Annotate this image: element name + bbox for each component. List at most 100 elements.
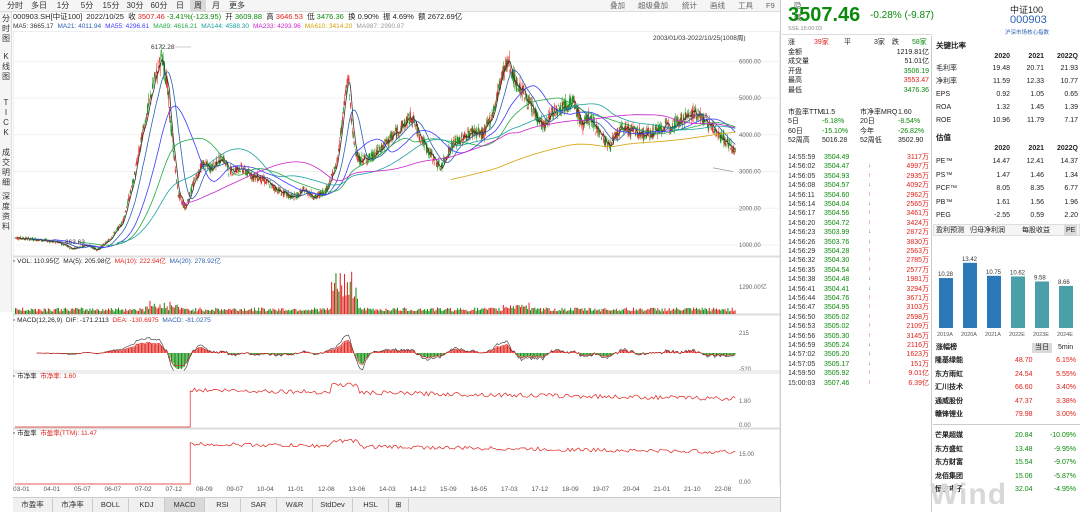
indicator-tab-3[interactable]: KDJ <box>129 498 165 512</box>
side-tab-char[interactable]: 明 <box>2 168 10 177</box>
period-tab-10[interactable]: 更多 <box>229 1 245 10</box>
macd-bar <box>316 353 318 354</box>
side-tab-char[interactable]: 交 <box>2 158 10 167</box>
forecast-tab-3[interactable]: PE <box>1064 225 1078 236</box>
volume-bar <box>162 308 164 314</box>
side-tab-char[interactable]: 时 <box>2 24 10 33</box>
period-tab-2[interactable]: 1分 <box>56 1 70 10</box>
macd-bar <box>228 353 230 355</box>
side-tab-char[interactable]: 深 <box>2 192 10 201</box>
macd-bar <box>435 353 437 356</box>
period-tab-6[interactable]: 60分 <box>150 1 168 10</box>
candle-body <box>493 106 494 114</box>
toolbar-item-6[interactable]: 隐藏 <box>794 1 802 22</box>
macd-bar <box>362 353 364 365</box>
index-code[interactable]: 000903 <box>1010 14 1047 26</box>
volume-bar <box>469 311 471 314</box>
indicator-tab-8[interactable]: StdDev <box>313 498 353 512</box>
forecast-tab-1[interactable]: 归母净利润 <box>970 227 1005 234</box>
side-tab-char[interactable]: 成 <box>2 148 10 157</box>
candle-body <box>674 118 675 130</box>
macd-bar <box>269 353 271 355</box>
macd-bar <box>276 353 278 355</box>
toolbar-item-3[interactable]: 画线 <box>710 1 725 10</box>
period-tab-0[interactable]: 分时 <box>7 1 23 10</box>
period-tab-3[interactable]: 5分 <box>80 1 94 10</box>
candle-body <box>700 116 702 118</box>
side-tab-char[interactable]: 图 <box>2 34 10 43</box>
rank-row[interactable]: 东方财富 15.54 -9.07% <box>935 459 1076 466</box>
x-axis-label: 21-10 <box>684 486 701 493</box>
macd-bar <box>521 353 523 359</box>
rank-tab-5min[interactable]: 5min <box>1058 344 1074 351</box>
side-tab-char[interactable]: C <box>3 118 9 127</box>
rank-row[interactable]: 东方雨虹 24.54 5.55% <box>935 370 1076 378</box>
side-tab-char[interactable]: K <box>3 128 9 137</box>
rank-row[interactable]: 通威股份 47.37 3.38% <box>935 397 1076 405</box>
rank-row[interactable]: 龙佰集团 15.06 -5.87% <box>935 472 1076 480</box>
macd-bar <box>547 353 549 355</box>
period-tab-7[interactable]: 日 <box>176 1 184 10</box>
macd-bar <box>441 353 443 355</box>
rank-row[interactable]: 汇川技术 66.60 3.40% <box>935 384 1076 391</box>
volume-bar <box>618 310 620 314</box>
kline-chart-area[interactable]: 2003/01/03-2022/10/25(1008周)6000.005000.… <box>13 31 780 486</box>
indicator-tab-5[interactable]: RSI <box>205 498 241 512</box>
period-tab-1[interactable]: 多日 <box>31 1 47 10</box>
side-tab-char[interactable]: 度 <box>2 202 10 211</box>
side-tab-char[interactable]: I <box>4 108 8 117</box>
indicator-tab-1[interactable]: 市净率 <box>53 498 93 512</box>
rank-row[interactable]: 赣锋锂业 79.98 3.00% <box>935 411 1076 418</box>
period-tab-8[interactable]: 周 <box>190 0 206 12</box>
indicator-tab-10[interactable]: ⊞ <box>389 498 409 512</box>
macd-bar <box>684 352 686 353</box>
side-tab-char[interactable]: K <box>3 52 9 61</box>
volume-bar <box>468 311 470 314</box>
rank-row[interactable]: 恒生电子 32.04 -4.95% <box>935 486 1076 493</box>
volume-bar <box>530 310 531 314</box>
indicator-tab-2[interactable]: BOLL <box>93 498 129 512</box>
toolbar-item-2[interactable]: 统计 <box>682 1 697 10</box>
rank-row[interactable]: 芒果超媒 20.84 -10.09% <box>935 432 1076 439</box>
side-tab-char[interactable]: T <box>3 98 9 107</box>
forecast-tab-2[interactable]: 每股收益 <box>1022 227 1050 234</box>
macd-bar <box>395 350 397 353</box>
period-tab-4[interactable]: 15分 <box>102 1 120 10</box>
toolbar-item-4[interactable]: 工具 <box>738 1 753 10</box>
volume-bar <box>238 311 240 314</box>
rank-row[interactable]: 东方盛虹 13.48 -9.95% <box>935 445 1076 453</box>
rank-row[interactable]: 隆基绿能 48.70 6.15% <box>935 357 1076 364</box>
side-tab-char[interactable]: 分 <box>2 14 10 23</box>
side-tab-char[interactable]: 线 <box>2 62 10 71</box>
toolbar-item-0[interactable]: 叠加 <box>610 1 625 10</box>
volume-bar <box>435 309 437 314</box>
indicator-tab-6[interactable]: SAR <box>241 498 277 512</box>
side-tab-char[interactable]: 料 <box>2 222 10 231</box>
candle-body <box>247 169 248 176</box>
period-tab-5[interactable]: 30分 <box>126 1 144 10</box>
candle-body <box>607 141 609 143</box>
macd-bar <box>221 351 222 353</box>
rank-tab-today[interactable]: 当日 <box>1032 343 1052 353</box>
candle-body <box>329 179 331 186</box>
side-tab-char[interactable]: 图 <box>2 72 10 81</box>
toolbar-item-5[interactable]: F9 <box>766 1 775 10</box>
indicator-tab-4[interactable]: MACD <box>165 498 205 512</box>
candle-body <box>218 155 220 159</box>
volume-bar <box>578 309 580 314</box>
candle-body <box>408 114 409 116</box>
side-tab-char[interactable]: 细 <box>2 178 10 187</box>
macd-bar <box>421 353 423 356</box>
side-tab-char[interactable]: 资 <box>2 212 10 221</box>
indicator-tab-0[interactable]: 市盈率 <box>13 498 53 512</box>
indicator-tab-7[interactable]: W&R <box>277 498 313 512</box>
candle-body <box>74 248 76 250</box>
volume-bar <box>241 309 243 314</box>
volume-bar <box>335 273 337 314</box>
forecast-tab-0[interactable]: 盈利预测 <box>936 227 964 234</box>
indicator-tab-9[interactable]: HSL <box>353 498 389 512</box>
period-tab-9[interactable]: 月 <box>212 1 220 10</box>
candle-body <box>397 128 399 130</box>
toolbar-item-1[interactable]: 超级叠加 <box>638 1 668 10</box>
volume-bar <box>441 310 443 314</box>
